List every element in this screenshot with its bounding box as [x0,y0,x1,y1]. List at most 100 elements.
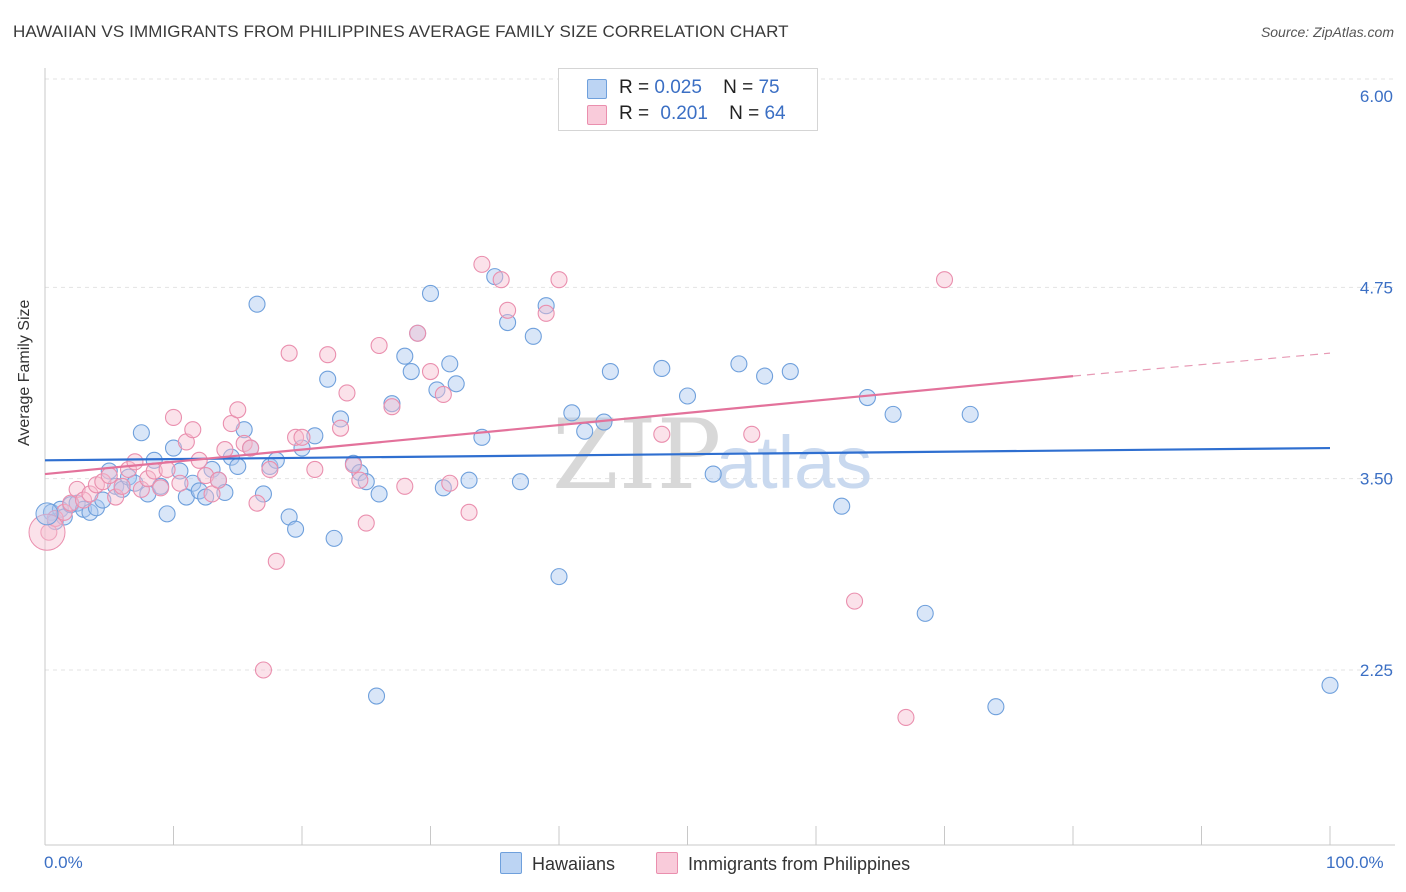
philippines-point [197,467,215,485]
philippines-point [441,474,459,492]
y-tick-label: 4.75 [1360,278,1393,297]
y-axis-label: Average Family Size [16,299,33,446]
hawaiians-point [916,604,934,622]
hawaiians-point [704,465,722,483]
legend-n-label: N = [729,103,760,124]
philippines-point [338,384,356,402]
hawaiians-point [499,313,517,332]
philippines-point [370,336,388,355]
philippines-point [100,467,118,485]
hawaiians-point [331,410,350,428]
philippines-point [113,477,131,495]
philippines-point [280,344,298,362]
hawaiians-point [171,462,189,480]
source-credit: Source: ZipAtlas.com [1260,24,1394,40]
philippines-point [897,708,915,727]
data-points [28,255,1339,727]
legend-swatch-blue [500,852,522,874]
hawaiians-point [601,362,619,381]
philippines-point [492,271,510,289]
philippines-point [267,552,285,570]
chart-title: HAWAIIAN VS IMMIGRANTS FROM PHILIPPINES … [13,22,789,41]
legend-r-label: R = [619,77,650,98]
hawaiians-point [781,362,799,381]
hawaiians-point [421,284,440,303]
legend-swatch-blue [587,79,607,99]
philippines-point [287,428,305,446]
y-tick-label: 6.00 [1360,87,1393,106]
correlation-legend: R = 0.025 N = 75 R = 0.201 N = 64 [558,68,818,131]
philippines-trend-line [44,375,1074,476]
hawaiians-point [511,473,530,491]
y-tick-label: 3.50 [1360,470,1393,489]
legend-n-value: 75 [758,77,780,98]
philippines-point [152,479,170,497]
philippines-point [306,460,324,479]
hawaiians-point [987,698,1005,716]
hawaiians-point [158,505,176,523]
philippines-point [537,304,555,322]
legend-swatch-pink [587,105,607,125]
philippines-point [331,419,350,437]
hawaiians-point [447,375,465,393]
philippines-point [68,480,86,498]
hawaiians-point [678,387,697,405]
hawaiians-point [1321,676,1339,694]
hawaiians-point [370,485,388,503]
philippines-point [261,460,279,479]
hawaiians-point [576,422,594,440]
hawaiians-point [229,457,247,475]
philippines-point [409,324,427,342]
philippines-point [55,503,73,521]
y-tick-label: 2.25 [1360,661,1393,680]
hawaiians-point [858,388,876,407]
philippines-point [203,485,221,503]
hawaiians-point [254,485,273,503]
philippines-point [743,425,761,443]
trend-lines [44,352,1331,476]
axes [44,68,1395,846]
x-tick-label-max: 100.0% [1326,853,1384,872]
philippines-point [242,439,260,457]
philippines-point [132,480,150,498]
philippines-point [171,474,189,492]
hawaiians-point [653,359,671,378]
philippines-point [81,485,99,503]
hawaiians-point [126,474,144,492]
legend-r-label: R = [619,103,650,124]
hawaiians-point [756,367,774,385]
philippines-point [460,503,478,521]
philippines-point [383,398,401,416]
philippines-trend-extension [1072,352,1331,377]
philippines-point [845,592,864,610]
philippines-point [75,491,93,509]
hawaiians-point [306,427,324,445]
philippines-point [357,514,375,532]
philippines-point [319,346,337,364]
hawaiians-point [396,347,414,365]
hawaiians-point [248,295,266,313]
x-tick-label-min: 0.0% [44,853,83,872]
hawaiians-point [961,405,979,423]
philippines-point [184,421,202,439]
bottom-legend-philippines: Immigrants from Philippines [656,852,910,875]
philippines-point [107,488,125,506]
philippines-point [344,456,362,474]
philippines-point [499,301,517,319]
philippines-point [254,661,273,679]
philippines-point [216,441,234,459]
hawaiians-point [325,529,343,547]
philippines-point [935,271,954,289]
hawaiians-point [563,404,581,422]
philippines-point [434,385,452,404]
hawaiians-point-large [35,502,59,526]
bottom-legend-hawaiians: Hawaiians [500,852,615,875]
legend-label: Hawaiians [532,854,616,874]
hawaiians-point [203,460,221,479]
philippines-point [229,401,247,419]
philippines-point [293,428,311,446]
philippines-point [164,408,183,426]
legend-n-value: 64 [764,103,786,124]
legend-n-label: N = [723,77,754,98]
